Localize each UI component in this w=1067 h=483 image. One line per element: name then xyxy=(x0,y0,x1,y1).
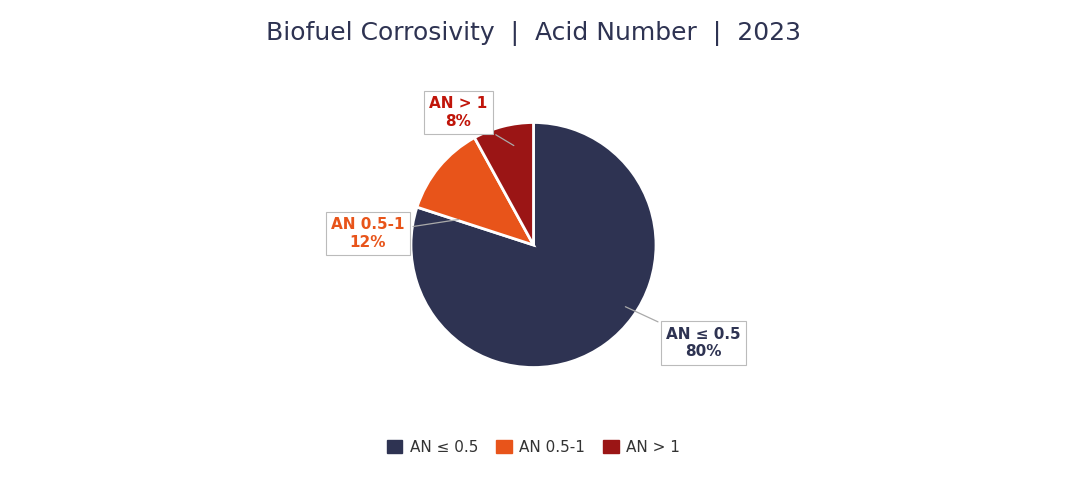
Legend: AN ≤ 0.5, AN 0.5-1, AN > 1: AN ≤ 0.5, AN 0.5-1, AN > 1 xyxy=(381,433,686,461)
Wedge shape xyxy=(475,123,534,245)
Text: AN 0.5-1
12%: AN 0.5-1 12% xyxy=(331,217,459,250)
Wedge shape xyxy=(411,123,656,368)
Text: AN ≤ 0.5
80%: AN ≤ 0.5 80% xyxy=(625,307,740,359)
Text: AN > 1
8%: AN > 1 8% xyxy=(429,96,514,145)
Wedge shape xyxy=(417,138,534,245)
Title: Biofuel Corrosivity  |  Acid Number  |  2023: Biofuel Corrosivity | Acid Number | 2023 xyxy=(266,21,801,46)
